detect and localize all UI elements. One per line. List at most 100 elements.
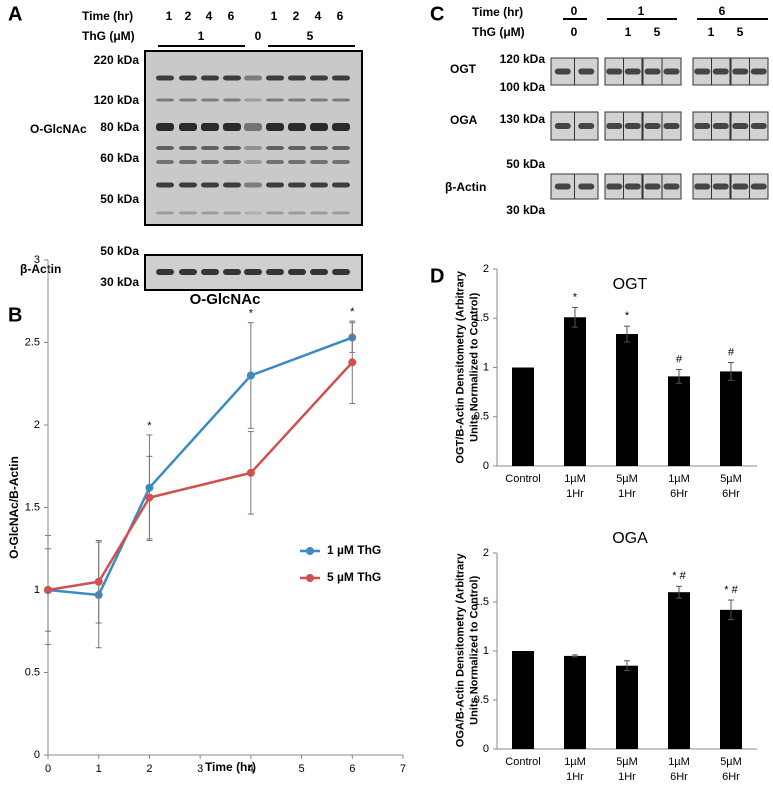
band	[266, 98, 284, 102]
x-tick-label: Control	[505, 756, 541, 768]
band	[288, 160, 306, 164]
legend-marker	[306, 547, 314, 555]
band	[156, 160, 174, 164]
dose-value: 0	[571, 25, 578, 39]
legend-marker	[306, 574, 314, 582]
y-tick-label: 2	[483, 263, 489, 275]
bar	[564, 655, 586, 749]
band	[554, 68, 571, 75]
band	[201, 146, 219, 150]
band	[266, 75, 284, 81]
band	[266, 269, 284, 275]
target-label: β-Actin	[20, 262, 61, 276]
time-value: 4	[206, 9, 213, 23]
significance-mark: *	[249, 308, 254, 320]
point	[246, 468, 255, 477]
dose-value: 0	[255, 29, 262, 43]
legend-label: 5 µM ThG	[327, 570, 381, 584]
significance-mark: *	[147, 420, 152, 432]
marker-label: 80 kDa	[100, 120, 139, 134]
band	[624, 123, 641, 129]
y-tick-label: 2.5	[25, 336, 40, 348]
band	[179, 182, 197, 188]
band	[663, 68, 680, 75]
x-tick-label: 5	[299, 763, 305, 775]
time-value: 2	[185, 9, 192, 23]
marker-label: 50 kDa	[100, 192, 139, 206]
x-tick-label: 0	[45, 763, 51, 775]
row-label: β-Actin	[445, 180, 486, 194]
legend-label: 1 µM ThG	[327, 543, 381, 557]
time-label: Time (hr)	[82, 9, 133, 23]
significance-mark: * #	[724, 584, 738, 596]
band	[332, 123, 350, 131]
band	[554, 123, 571, 129]
band	[244, 98, 262, 102]
band	[554, 183, 571, 190]
band	[156, 269, 174, 275]
y-tick-label: 1.5	[474, 596, 489, 608]
dose-value: 5	[307, 29, 314, 43]
band	[223, 269, 241, 275]
x-tick-label: 1	[96, 763, 102, 775]
time-value: 2	[293, 9, 300, 23]
x-tick-label: 5µM 6Hr	[720, 756, 742, 783]
band	[223, 146, 241, 150]
time-value: 1	[638, 4, 645, 18]
y-tick-label: 3	[34, 254, 40, 266]
band	[179, 123, 197, 131]
significance-mark: #	[676, 353, 683, 365]
band	[201, 160, 219, 164]
point	[44, 586, 52, 594]
marker-label: 220 kDa	[94, 53, 140, 67]
time-value: 6	[337, 9, 344, 23]
band	[332, 146, 350, 150]
band	[712, 68, 729, 75]
band	[156, 98, 174, 102]
band	[223, 211, 241, 215]
time-value: 1	[271, 9, 278, 23]
y-tick-label: 1.5	[25, 501, 40, 513]
band	[244, 160, 262, 164]
band	[578, 183, 595, 190]
row-label: OGT	[450, 62, 477, 76]
band	[606, 68, 623, 75]
x-axis-label: Time (hr)	[205, 760, 256, 774]
band	[332, 98, 350, 102]
marker-label: 50 kDa	[506, 157, 545, 171]
band	[266, 123, 284, 131]
series-line	[47, 361, 354, 592]
y-tick-label: 0.5	[474, 694, 489, 706]
band	[288, 75, 306, 81]
dose-label: ThG (μM)	[472, 25, 525, 39]
marker-label: 100 kDa	[500, 80, 546, 94]
band	[156, 182, 174, 188]
panel-label: B	[8, 304, 22, 326]
band	[266, 182, 284, 188]
band	[223, 160, 241, 164]
band	[624, 68, 641, 75]
marker-label: 50 kDa	[100, 244, 139, 258]
band	[156, 211, 174, 215]
band	[156, 146, 174, 150]
y-tick-label: 0	[34, 749, 40, 761]
band	[644, 68, 661, 75]
band	[712, 123, 729, 129]
band	[244, 211, 262, 215]
marker-label: 60 kDa	[100, 151, 139, 165]
band	[750, 68, 767, 75]
y-tick-label: 1.5	[474, 312, 489, 324]
band	[288, 211, 306, 215]
band	[201, 211, 219, 215]
dose-value: 1	[198, 29, 205, 43]
band	[179, 211, 197, 215]
x-tick-label: 7	[400, 763, 406, 775]
band	[310, 98, 328, 102]
band	[310, 146, 328, 150]
band	[223, 75, 241, 81]
band	[750, 183, 767, 190]
x-tick-label: 6	[349, 763, 355, 775]
significance-mark: * #	[672, 570, 686, 582]
